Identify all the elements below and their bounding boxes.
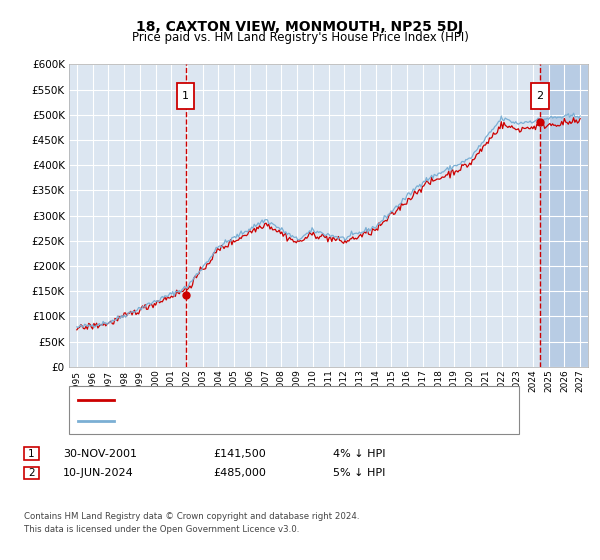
Text: HPI: Average price, detached house, Monmouthshire: HPI: Average price, detached house, Monm… [123, 416, 397, 426]
Text: 18, CAXTON VIEW, MONMOUTH, NP25 5DJ: 18, CAXTON VIEW, MONMOUTH, NP25 5DJ [136, 20, 464, 34]
Text: Contains HM Land Registry data © Crown copyright and database right 2024.
This d: Contains HM Land Registry data © Crown c… [24, 512, 359, 534]
Text: £485,000: £485,000 [213, 468, 266, 478]
Text: 10-JUN-2024: 10-JUN-2024 [63, 468, 134, 478]
Text: Price paid vs. HM Land Registry's House Price Index (HPI): Price paid vs. HM Land Registry's House … [131, 31, 469, 44]
Text: 1: 1 [28, 449, 35, 459]
FancyBboxPatch shape [531, 83, 548, 109]
Text: 2: 2 [28, 468, 35, 478]
Text: 5% ↓ HPI: 5% ↓ HPI [333, 468, 385, 478]
FancyBboxPatch shape [177, 83, 194, 109]
Text: 18, CAXTON VIEW, MONMOUTH, NP25 5DJ (detached house): 18, CAXTON VIEW, MONMOUTH, NP25 5DJ (det… [123, 395, 437, 405]
Text: 2: 2 [536, 91, 544, 101]
Bar [540, 64, 588, 367]
Text: 1: 1 [182, 91, 189, 101]
Text: £141,500: £141,500 [213, 449, 266, 459]
Text: 30-NOV-2001: 30-NOV-2001 [63, 449, 137, 459]
Text: 4% ↓ HPI: 4% ↓ HPI [333, 449, 386, 459]
